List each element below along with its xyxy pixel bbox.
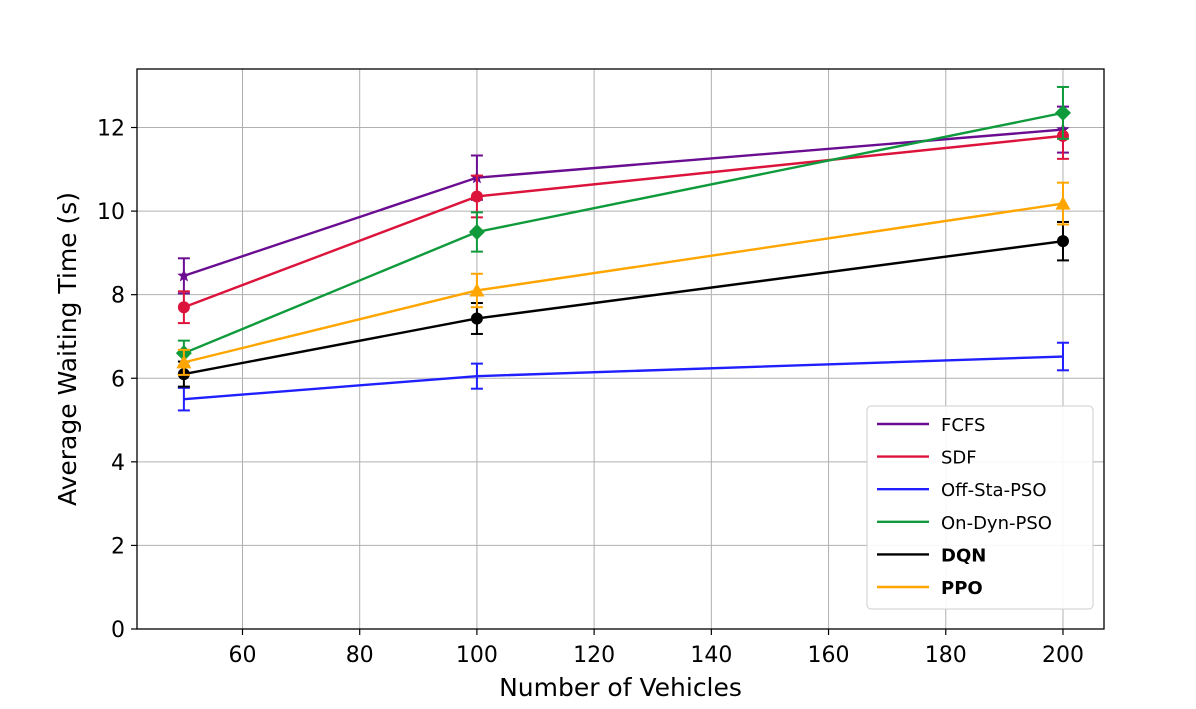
x-axis-label: Number of Vehicles: [499, 673, 742, 702]
data-point: [1054, 104, 1071, 121]
y-tick-label: 10: [97, 200, 125, 225]
legend: FCFS SDF Off-Sta-PSO On-Dyn-PSO DQN PPO: [866, 405, 1094, 610]
series-ppo: [176, 181, 1071, 376]
ticks: 60 80 100 120 140 160 180 200 0 2 4 6 8 10 12: [97, 117, 1084, 668]
x-tick-label: 200: [1042, 643, 1084, 668]
y-tick-label: 6: [111, 367, 125, 392]
legend-label: DQN: [941, 545, 986, 566]
data-point: [1056, 235, 1069, 248]
series-layer: [175, 85, 1071, 412]
y-tick-label: 12: [97, 117, 125, 142]
y-axis-label: Average Waiting Time (s): [53, 192, 82, 506]
x-tick-label: 120: [573, 643, 615, 668]
data-point: [468, 223, 485, 240]
y-tick-label: 4: [111, 451, 125, 476]
legend-label: FCFS: [941, 415, 985, 436]
legend-label: On-Dyn-PSO: [941, 513, 1052, 534]
legend-label: Off-Sta-PSO: [941, 480, 1047, 501]
data-point: [176, 354, 192, 369]
x-tick-label: 140: [690, 643, 732, 668]
data-point: [469, 282, 485, 297]
series-off-sta-pso: [177, 341, 1069, 412]
data-point: [470, 190, 483, 203]
series-line: [183, 239, 1064, 376]
y-tick-label: 8: [111, 284, 125, 309]
data-point: [470, 312, 483, 325]
y-tick-label: 2: [111, 534, 125, 559]
data-point: [177, 268, 191, 282]
x-tick-label: 180: [925, 643, 967, 668]
x-tick-label: 80: [346, 643, 374, 668]
series-sdf: [177, 111, 1069, 325]
legend-label: PPO: [941, 578, 983, 599]
series-fcfs: [177, 105, 1070, 295]
series-on-dyn-pso: [175, 85, 1071, 367]
y-tick-label: 0: [111, 618, 125, 643]
legend-label: SDF: [941, 448, 977, 469]
data-point: [177, 301, 190, 314]
data-point: [1055, 196, 1071, 210]
x-tick-label: 100: [456, 643, 498, 668]
series-line: [183, 134, 1064, 309]
plot-frame: [136, 68, 1105, 630]
x-tick-label: 160: [808, 643, 850, 668]
series-line: [183, 355, 1064, 401]
x-tick-label: 60: [228, 643, 256, 668]
series-line: [183, 202, 1064, 364]
